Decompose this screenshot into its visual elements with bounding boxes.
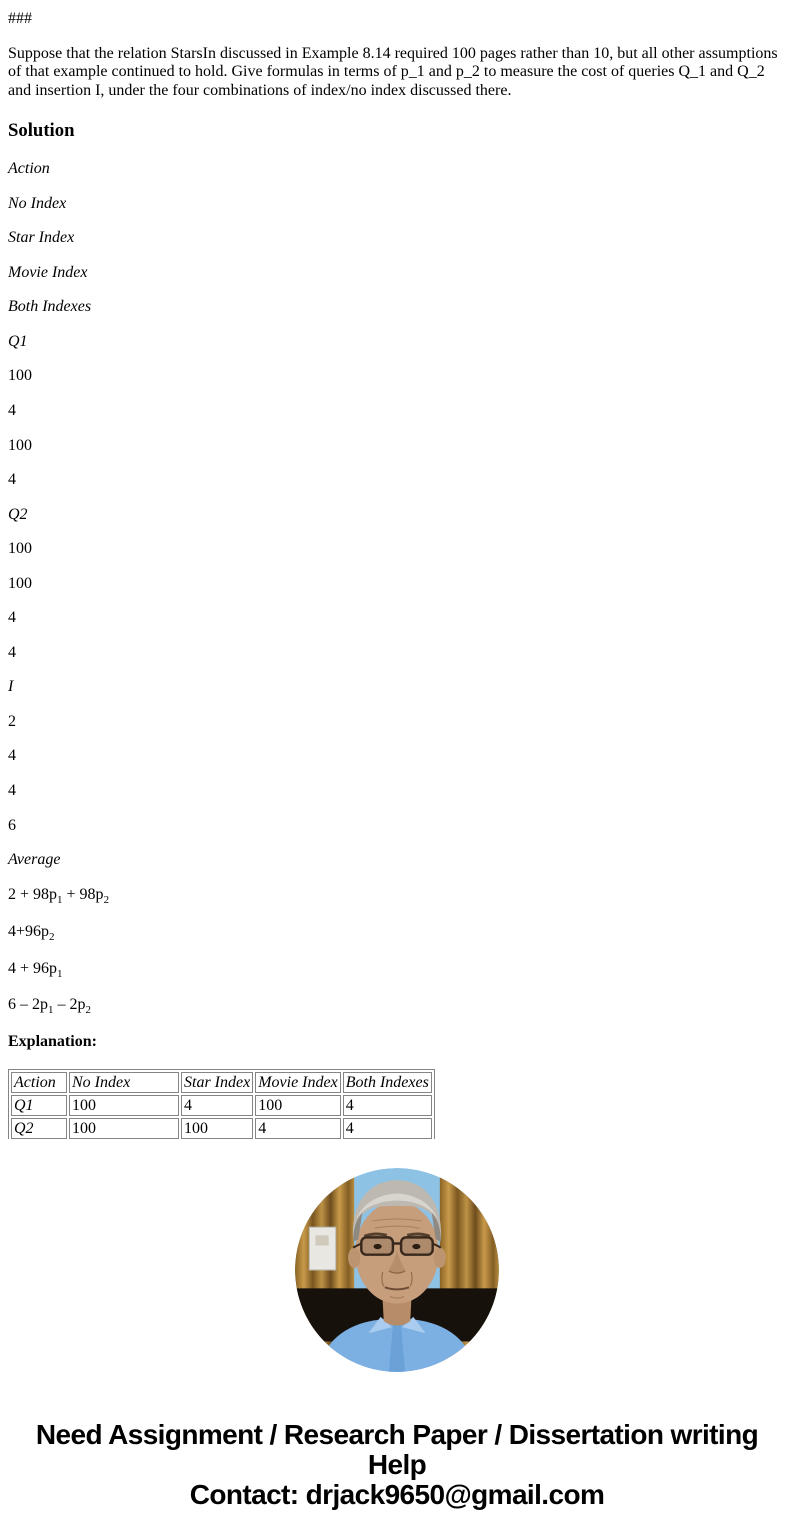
solution-item: 4: [8, 782, 16, 800]
hash-marker: ###: [8, 10, 32, 27]
solution-item: Star Index: [8, 229, 75, 247]
solution-formula: 4 + 96p1: [8, 959, 63, 980]
hair: [352, 1180, 442, 1242]
solution-item: No Index: [8, 194, 67, 212]
solution-item: 4: [8, 471, 16, 489]
footer-banner: Need Assignment / Research Paper / Disse…: [15, 1418, 779, 1511]
table-header-cell: Action: [11, 1071, 67, 1093]
solution-item: 4: [8, 643, 16, 661]
wall-panel: [308, 1226, 337, 1271]
table-cell: 100: [69, 1117, 179, 1139]
table-cell: 4: [342, 1094, 432, 1116]
solution-item: 100: [8, 436, 32, 454]
solution-item: 100: [8, 367, 32, 385]
table-header-cell: Movie Index: [255, 1071, 341, 1093]
solution-item: Average: [8, 851, 61, 869]
table-cell: 4: [342, 1117, 432, 1139]
solution-item: Movie Index: [8, 263, 88, 281]
solution-item: Both Indexes: [8, 298, 92, 316]
solution-item: 4: [8, 747, 16, 765]
solution-item: I: [8, 678, 14, 696]
glasses: [352, 1236, 442, 1256]
solution-item: Q2: [8, 505, 28, 523]
table-cell: 100: [69, 1094, 179, 1116]
cost-table-wrapper: Action No Index Star Index Movie Index Both …: [8, 1068, 786, 1139]
solution-formula: 4+96p2: [8, 922, 55, 943]
table-cell: 4: [255, 1117, 341, 1139]
table-cell: Q2: [11, 1117, 67, 1139]
solution-heading: Solution: [8, 120, 75, 142]
table-cell: Q1: [11, 1094, 67, 1116]
table-header-cell: No Index: [69, 1071, 179, 1093]
table-header-cell: Star Index: [181, 1071, 254, 1093]
photo-container: [8, 1167, 786, 1372]
solution-item: 2: [8, 712, 16, 730]
tie: [388, 1325, 406, 1372]
cost-table: Action No Index Star Index Movie Index Both …: [8, 1068, 435, 1139]
solution-item: 100: [8, 540, 32, 558]
table-header-row: Action No Index Star Index Movie Index Both …: [11, 1071, 432, 1093]
table-cell: 100: [255, 1094, 341, 1116]
solution-item: 4: [8, 609, 16, 627]
table-row: Q1 100 4 100 4: [11, 1094, 432, 1116]
table-cell: 100: [181, 1117, 254, 1139]
table-cell: 4: [181, 1094, 254, 1116]
solution-formula: 6 – 2p1 – 2p2: [8, 996, 91, 1017]
question-text: Suppose that the relation StarsIn discus…: [8, 44, 778, 99]
footer-help-text: Need Assignment / Research Paper / Disse…: [35, 1418, 759, 1481]
footer-contact-text: Contact: drjack9650@gmail.com: [189, 1479, 605, 1511]
explanation-heading: Explanation:: [8, 1033, 97, 1051]
profile-photo: [295, 1167, 499, 1372]
solution-item: 100: [8, 574, 32, 592]
solution-list: Action No Index Star Index Movie Index Both …: [8, 160, 786, 1017]
table-row: Q2 100 100 4 4: [11, 1117, 432, 1139]
solution-formula: 2 + 98p1 + 98p2: [8, 885, 110, 906]
solution-item: 6: [8, 816, 16, 834]
solution-item: Q1: [8, 332, 28, 350]
solution-item: 4: [8, 402, 16, 420]
solution-item: Action: [8, 160, 50, 178]
table-header-cell: Both Indexes: [342, 1071, 432, 1093]
